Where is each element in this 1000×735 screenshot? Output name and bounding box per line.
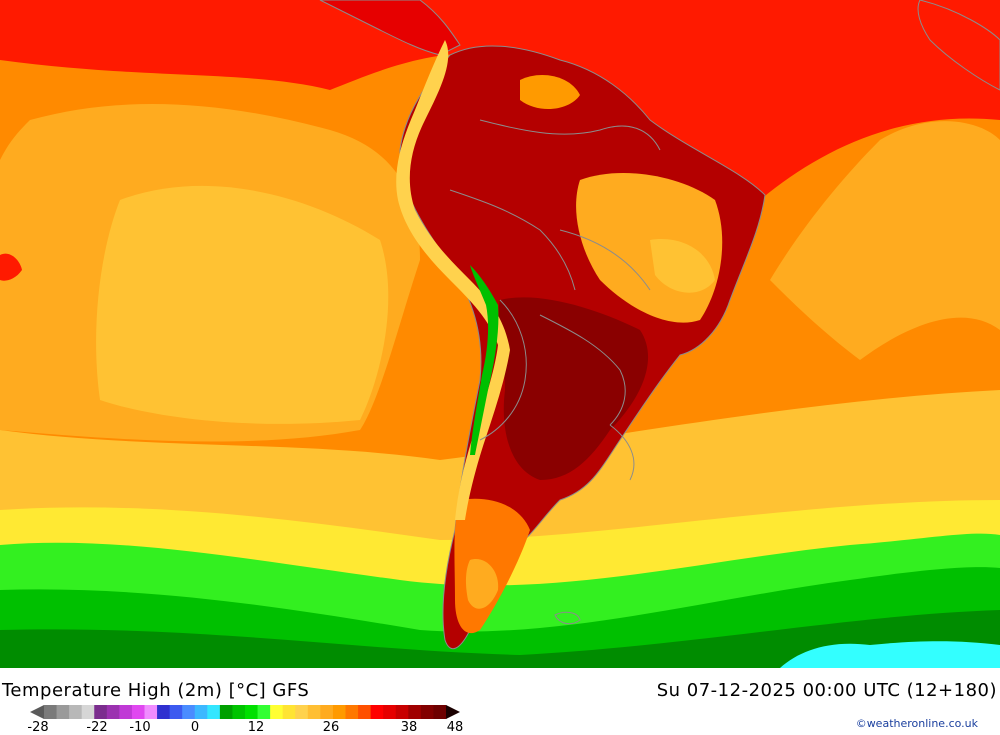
- legend-swatch: [119, 705, 133, 719]
- legend-swatch: [332, 705, 346, 719]
- falkland-islands: [554, 611, 581, 625]
- patagonia-mild: [465, 559, 499, 609]
- legend-swatch: [395, 705, 409, 719]
- legend-swatch: [207, 705, 221, 719]
- legend-swatch: [56, 705, 70, 719]
- legend-tick: -10: [129, 720, 151, 735]
- legend-swatch: [69, 705, 83, 719]
- legend-swatch: [358, 705, 372, 719]
- legend-arrow-high: [446, 705, 460, 719]
- credit-link[interactable]: ©weatheronline.co.uk: [855, 717, 978, 730]
- legend-tick: 12: [247, 720, 265, 735]
- legend-swatch: [94, 705, 108, 719]
- legend-swatch: [257, 705, 271, 719]
- legend-swatch: [420, 705, 434, 719]
- legend-swatch: [81, 705, 95, 719]
- hot-spot-west: [0, 253, 22, 281]
- legend-swatch: [345, 705, 359, 719]
- legend-swatch: [270, 705, 284, 719]
- legend-swatch: [245, 705, 259, 719]
- color-legend-bar: [30, 705, 460, 719]
- tropical-ocean-hot: [0, 0, 1000, 200]
- legend-swatch: [282, 705, 296, 719]
- legend-swatch: [44, 705, 58, 719]
- legend-arrow-low: [30, 705, 44, 719]
- southern-band-green-dark: [0, 610, 1000, 668]
- legend-swatch: [182, 705, 196, 719]
- andes-strip: [396, 40, 510, 520]
- cold-patch-cyan: [780, 641, 1000, 668]
- map-footer: Temperature High (2m) [°C] GFS Su 07-12-…: [0, 668, 1000, 735]
- legend-swatch: [144, 705, 158, 719]
- legend-swatch: [307, 705, 321, 719]
- legend-tick: 48: [446, 720, 464, 735]
- andes-green-cold: [470, 265, 499, 455]
- brazil-highlands-cool: [650, 239, 715, 293]
- legend-swatch: [408, 705, 422, 719]
- legend-tick: -22: [86, 720, 108, 735]
- legend-swatch: [169, 705, 183, 719]
- legend-swatch: [232, 705, 246, 719]
- country-borders: [449, 119, 661, 481]
- warm-patch-venezuela: [520, 75, 580, 110]
- legend-swatch: [194, 705, 208, 719]
- legend-swatch: [295, 705, 309, 719]
- legend-swatch: [157, 705, 171, 719]
- map-title: Temperature High (2m) [°C] GFS: [2, 680, 310, 701]
- legend-swatch: [370, 705, 384, 719]
- north-pacific-hot: [0, 0, 320, 34]
- map-timestamp: Su 07-12-2025 00:00 UTC (12+180): [656, 680, 997, 701]
- legend-swatch: [433, 705, 447, 719]
- legend-swatch: [383, 705, 397, 719]
- legend-swatch: [106, 705, 120, 719]
- pacific-cool: [96, 185, 389, 424]
- map-canvas: [0, 0, 1000, 668]
- legend-tick: 0: [190, 720, 200, 735]
- legend-swatch: [219, 705, 233, 719]
- legend-tick: -28: [27, 720, 49, 735]
- legend-swatch: [320, 705, 334, 719]
- south-atlantic-mild: [770, 121, 1000, 360]
- heat-core-chaco: [498, 297, 649, 480]
- legend-swatch: [131, 705, 145, 719]
- temperature-map: [0, 0, 1000, 668]
- legend-tick: 26: [322, 720, 340, 735]
- africa-edge: [917, 0, 1000, 91]
- legend-tick: 38: [400, 720, 418, 735]
- central-america: [319, 0, 461, 56]
